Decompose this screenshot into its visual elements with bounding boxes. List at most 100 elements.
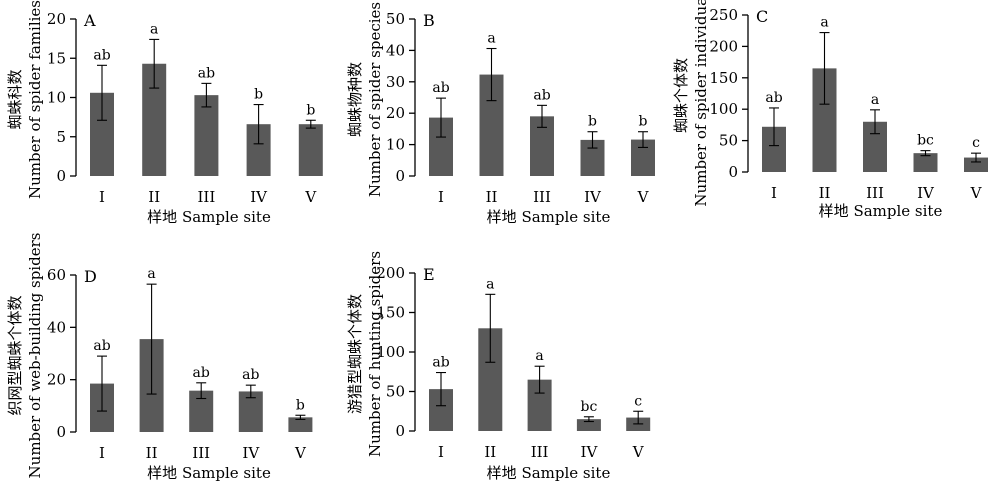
panel-letter: B bbox=[423, 11, 435, 30]
significance-label: ab bbox=[93, 47, 110, 63]
x-tick-label: III bbox=[531, 443, 549, 461]
panel-b: 0 10 20 30 40 50 Bab Ia II ab III b IV b V 样地 Sample si… bbox=[346, 2, 655, 226]
x-tick-label: II bbox=[148, 188, 160, 206]
panel-c: 0 50 100 150 200 250 Cab Ia II a III bc IV c V 样地 Sampl… bbox=[672, 0, 988, 220]
y-tick-label: 30 bbox=[386, 73, 405, 91]
significance-label: b bbox=[306, 102, 315, 118]
x-tick-label: III bbox=[866, 184, 884, 202]
x-tick-label: I bbox=[99, 444, 105, 462]
y-tick-label: 20 bbox=[47, 371, 66, 389]
bar bbox=[964, 157, 988, 172]
y-axis-title-en: Number of spider individuals bbox=[692, 0, 710, 207]
x-tick-label: V bbox=[970, 184, 983, 202]
significance-label: b bbox=[254, 87, 263, 103]
y-tick-label: 10 bbox=[386, 136, 405, 154]
significance-label: b bbox=[296, 397, 305, 413]
x-tick-label: III bbox=[198, 188, 216, 206]
x-axis-title: 样地 Sample site bbox=[147, 464, 271, 482]
bar bbox=[288, 417, 313, 432]
y-axis-title-cn: 游猎型蜘蛛个体数 bbox=[346, 294, 364, 414]
y-axis-title-en: Number of web-building spiders bbox=[26, 233, 44, 479]
significance-label: c bbox=[634, 393, 642, 409]
y-tick-label: 0 bbox=[56, 423, 66, 441]
y-tick-label: 20 bbox=[386, 104, 405, 122]
x-tick-label: V bbox=[632, 443, 645, 461]
y-axis-title-en: Number of hunting spiders bbox=[366, 251, 384, 457]
panel-letter: D bbox=[84, 267, 97, 286]
x-tick-label: IV bbox=[917, 184, 935, 202]
x-tick-label: III bbox=[533, 188, 551, 206]
panel-d: 0 20 40 60 Dab Ia II ab III ab IV b V 样地 Sample site 织… bbox=[6, 233, 313, 482]
bar bbox=[194, 95, 219, 176]
x-axis-title: 样地 Sample site bbox=[819, 202, 943, 220]
significance-label: a bbox=[871, 92, 879, 108]
panel-e: 0 50 100 150 200 Eab Ia II a III bc IV c V 样地 Sample s… bbox=[346, 251, 651, 482]
y-tick-label: 150 bbox=[709, 69, 738, 87]
significance-label: ab bbox=[765, 90, 782, 106]
y-tick-label: 60 bbox=[47, 266, 66, 284]
panel-letter: A bbox=[83, 11, 96, 30]
y-tick-label: 0 bbox=[395, 167, 405, 185]
bar bbox=[298, 124, 323, 176]
y-tick-label: 100 bbox=[709, 100, 738, 118]
y-axis-title-cn: 织网型蜘蛛个体数 bbox=[6, 295, 24, 415]
y-axis-title-cn: 蜘蛛个体数 bbox=[672, 58, 690, 133]
significance-label: a bbox=[150, 21, 158, 37]
significance-label: a bbox=[487, 31, 495, 47]
y-tick-label: 250 bbox=[709, 6, 738, 24]
x-tick-label: I bbox=[438, 188, 444, 206]
panel-letter: C bbox=[756, 7, 768, 26]
panel-a: 0 5 10 15 20 Aab Ia II ab III b IV b V 样地 Sample site 蜘… bbox=[6, 0, 323, 226]
y-axis-title-cn: 蜘蛛科数 bbox=[6, 69, 24, 129]
x-tick-label: IV bbox=[581, 443, 599, 461]
significance-label: bc bbox=[917, 133, 934, 149]
significance-label: ab bbox=[533, 87, 550, 103]
significance-label: ab bbox=[432, 80, 449, 96]
x-axis-title: 样地 Sample site bbox=[147, 208, 271, 226]
y-tick-label: 50 bbox=[386, 10, 405, 28]
x-axis-title: 样地 Sample site bbox=[487, 464, 611, 482]
y-tick-label: 15 bbox=[47, 49, 66, 67]
x-tick-label: V bbox=[637, 188, 650, 206]
x-tick-label: IV bbox=[242, 444, 260, 462]
y-tick-label: 0 bbox=[56, 167, 66, 185]
x-axis-title: 样地 Sample site bbox=[487, 208, 611, 226]
panel-letter: E bbox=[423, 265, 435, 284]
significance-label: b bbox=[588, 114, 597, 130]
x-tick-label: I bbox=[771, 184, 777, 202]
significance-label: a bbox=[486, 276, 494, 292]
x-tick-label: II bbox=[146, 444, 158, 462]
significance-label: b bbox=[639, 114, 648, 130]
bar bbox=[576, 419, 601, 431]
significance-label: ab bbox=[242, 367, 259, 383]
significance-label: a bbox=[535, 348, 543, 364]
y-tick-label: 200 bbox=[376, 264, 405, 282]
bar bbox=[913, 153, 938, 172]
x-tick-label: V bbox=[304, 188, 317, 206]
x-tick-label: II bbox=[486, 188, 498, 206]
significance-label: ab bbox=[432, 355, 449, 371]
y-tick-label: 10 bbox=[47, 89, 66, 107]
significance-label: a bbox=[147, 266, 155, 282]
y-axis-title-en: Number of spider species bbox=[366, 2, 384, 197]
significance-label: ab bbox=[93, 338, 110, 354]
y-axis-title-en: Number of spider families bbox=[26, 0, 44, 199]
x-tick-label: I bbox=[438, 443, 444, 461]
x-tick-label: III bbox=[192, 444, 210, 462]
y-tick-label: 150 bbox=[376, 304, 405, 322]
y-tick-label: 100 bbox=[376, 343, 405, 361]
y-tick-label: 200 bbox=[709, 37, 738, 55]
significance-label: c bbox=[972, 135, 980, 151]
y-tick-label: 0 bbox=[728, 163, 738, 181]
x-tick-label: IV bbox=[584, 188, 602, 206]
x-tick-label: II bbox=[484, 443, 496, 461]
significance-label: a bbox=[820, 15, 828, 31]
x-tick-label: II bbox=[819, 184, 831, 202]
x-tick-label: IV bbox=[250, 188, 268, 206]
significance-label: bc bbox=[580, 399, 597, 415]
y-tick-label: 5 bbox=[56, 128, 66, 146]
y-axis-title-cn: 蜘蛛物种数 bbox=[346, 62, 364, 137]
y-tick-label: 40 bbox=[386, 41, 405, 59]
y-tick-label: 50 bbox=[386, 383, 405, 401]
